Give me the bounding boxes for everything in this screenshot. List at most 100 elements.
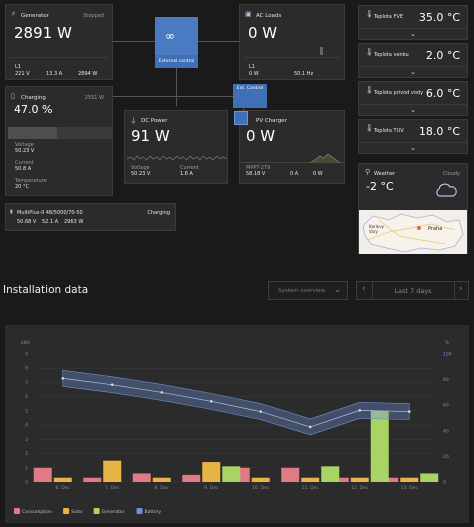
y-tick-label: 8	[25, 366, 28, 372]
generator-phase: L1	[15, 64, 21, 70]
ac-loads-frequency: 50.1 Hz	[294, 71, 314, 77]
x-tick-label: 7. Dec	[105, 485, 120, 491]
location-pin-icon: ⚲	[365, 168, 371, 176]
battery-point	[61, 377, 65, 380]
legend-label: Consumption	[22, 509, 52, 515]
bar-solar	[202, 462, 221, 482]
legend-label: Battery	[145, 509, 162, 515]
pv-sparkline	[240, 153, 344, 163]
date-range-value: Last 7 days	[394, 287, 432, 295]
battery-level	[8, 127, 112, 139]
battery-point	[308, 425, 312, 429]
y-tick-label: 1	[25, 465, 28, 471]
y-tick-label: 6	[25, 394, 28, 400]
system-select-value: System overview	[278, 288, 326, 294]
y-axis-unit: kWh	[21, 340, 30, 345]
pv-voltage: 58.18 V	[246, 171, 266, 177]
dc-voltage: 50.23 V	[131, 171, 151, 177]
thermometer-icon: 🌡	[365, 48, 374, 56]
weather-label: Weather	[374, 171, 396, 177]
weather-temp: -2 °C	[366, 180, 394, 193]
inverter-small-icon: ▮	[10, 209, 13, 215]
chevron-down-icon: ⌄	[334, 285, 341, 294]
bar-solar	[400, 477, 419, 482]
chevron-down-icon[interactable]: ⌄	[410, 30, 416, 38]
x-tick-label: 12. Dec	[351, 485, 369, 491]
bar-consumption	[132, 473, 151, 482]
battery-series-line	[62, 377, 410, 428]
weather-map[interactable]: Karlovy Vary Praha	[359, 210, 467, 254]
legend-swatch	[136, 508, 143, 514]
y-tick-label: 2	[25, 451, 28, 457]
temp-card-2[interactable]: 🌡 Teplota privod vody 6.0 °C ⌄	[358, 81, 468, 116]
multiplus-card[interactable]: ▮ MultiPlus-II 48/5000/70-50 Charging 50…	[5, 203, 176, 231]
battery-soc: 47.0 %	[14, 103, 53, 116]
prev-range-button[interactable]: ‹	[362, 284, 366, 294]
next-range-button[interactable]: ›	[459, 284, 463, 294]
dc-power-sparkline	[127, 155, 227, 161]
y2-tick-label: 40	[443, 428, 449, 434]
ac-loads-card[interactable]: ▣ AC Loads 0 W L1 0 W 50.1 Hz	[239, 4, 345, 80]
x-tick-label: 8. Dec	[155, 485, 170, 491]
y-tick-label: 3	[25, 437, 28, 443]
multiplus-current: 52.1 A	[42, 219, 59, 225]
x-tick-label: 9. Dec	[204, 485, 219, 491]
ac-loads-power: 0 W	[248, 24, 278, 42]
temp-card-3[interactable]: 🌡 Teplota TUV 18.0 °C ⌄	[358, 119, 468, 154]
bar-solar	[251, 477, 270, 482]
y-tick-label: 9	[25, 352, 28, 358]
y-tick-label: 4	[25, 423, 28, 429]
thermometer-icon: 🌡	[365, 86, 374, 94]
multiplus-power: 2963 W	[64, 219, 84, 225]
thermometer-icon: 🌡	[365, 10, 374, 18]
battery-point	[160, 391, 164, 394]
battery-point	[110, 383, 114, 387]
dc-power-card[interactable]: ⏚ DC Power 91 W Voltage 50.23 V Current …	[124, 110, 228, 184]
generator-status: Stopped	[83, 13, 104, 19]
temp-value: 35.0 °C	[418, 11, 460, 24]
battery-icon: ▯	[11, 92, 15, 100]
generator-power-small: 2894 W	[78, 71, 98, 77]
y-tick-label: 7	[25, 380, 28, 386]
weather-card[interactable]: ⚲ Weather Cloudy -2 °C Karlovy Vary Prah…	[358, 163, 468, 254]
chevron-down-icon[interactable]: ⌄	[410, 106, 416, 114]
multiplus-status: Charging	[147, 210, 170, 216]
inverter-label: External control	[158, 59, 195, 64]
pv-charger-card[interactable]: PV Charger 0 W MPPT-279 58.18 V 0 A 0 W	[234, 110, 345, 184]
y2-tick-label: 100	[443, 352, 452, 358]
generator-card[interactable]: ⚡ Generator Stopped 2891 W L1 221 V 13.3…	[5, 4, 113, 80]
multiplus-voltage: 50.68 V	[17, 219, 37, 225]
bar-consumption	[33, 467, 52, 482]
battery-power: 2551 W	[84, 95, 104, 101]
multiplus-title: MultiPlus-II 48/5000/70-50	[17, 210, 83, 216]
inverter-card[interactable]: ∞ External control	[155, 17, 198, 68]
generator-power: 2891 W	[14, 24, 72, 42]
dc-current: 1.8 A	[180, 171, 193, 177]
temp-card-0[interactable]: 🌡 Teplota FVE 35.0 °C ⌄	[358, 5, 468, 40]
ac-loads-phase: L1	[249, 64, 255, 70]
pv-ext-control[interactable]: Ext. Control	[233, 84, 267, 108]
legend-label: Generator	[102, 509, 125, 515]
temp-card-1[interactable]: 🌡 Teplota venku 2.0 °C ⌄	[358, 43, 468, 78]
chevron-down-icon[interactable]: ⌄	[410, 144, 416, 152]
chevron-down-icon[interactable]: ⌄	[410, 68, 416, 76]
generator-current: 13.3 A	[46, 71, 63, 77]
date-range[interactable]: ‹ Last 7 days ›	[356, 281, 469, 300]
battery-point	[259, 410, 263, 413]
bar-consumption	[380, 477, 399, 482]
bar-solar	[53, 477, 72, 482]
x-tick-label: 11. Dec	[302, 485, 320, 491]
pv-current: 0 A	[290, 171, 299, 177]
plug-icon: ⏚	[130, 117, 137, 125]
temp-value: 18.0 °C	[418, 125, 460, 138]
battery-card[interactable]: ▯ Charging 2551 W 47.0 % Voltage 50.23 V…	[5, 86, 113, 196]
dc-current-label: Current	[180, 165, 199, 171]
system-select[interactable]: System overview ⌄	[268, 281, 348, 300]
battery-point	[407, 410, 411, 413]
legend-swatch	[63, 508, 70, 514]
battery-point	[358, 409, 362, 412]
ac-loads-title: AC Loads	[256, 13, 282, 19]
dc-voltage-label: Voltage	[131, 165, 150, 171]
y2-tick-label: 60	[443, 403, 449, 409]
